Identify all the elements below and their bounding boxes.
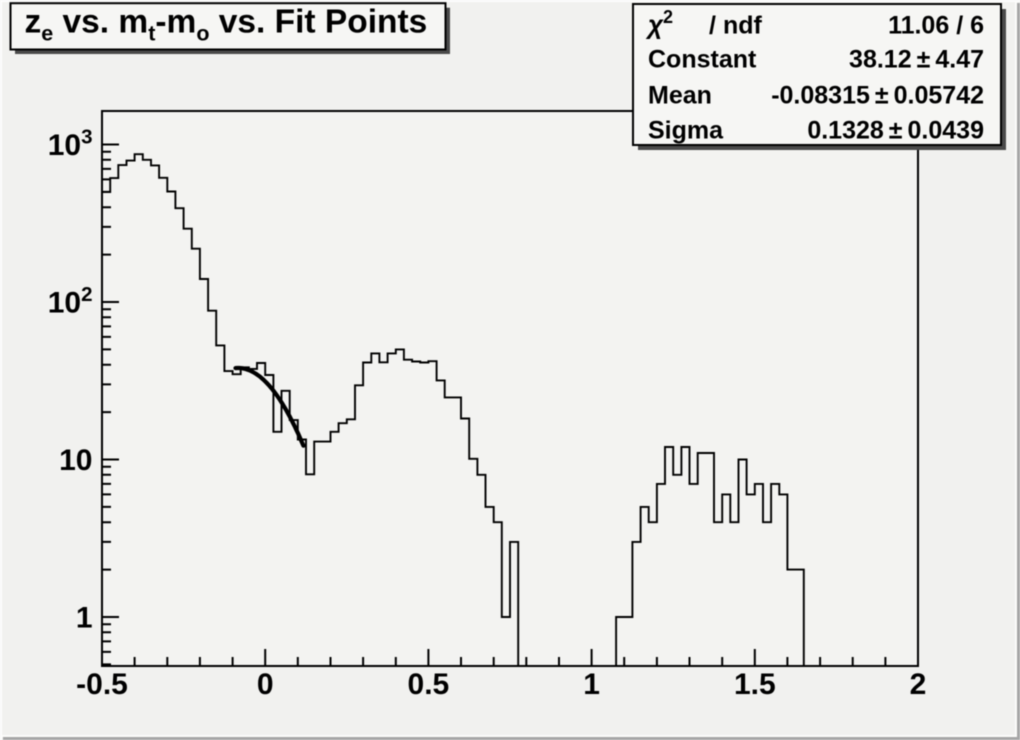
svg-text:Sigma: Sigma [648,117,724,145]
svg-text:11.06 / 6: 11.06 / 6 [888,12,984,40]
svg-text:Constant: Constant [648,46,757,74]
svg-text:1: 1 [583,668,600,701]
svg-text:0.1328 ± 0.0439: 0.1328 ± 0.0439 [807,117,984,145]
svg-text:0.5: 0.5 [408,668,450,701]
svg-text:0: 0 [257,668,274,701]
svg-text:103: 103 [48,126,93,163]
svg-text:38.12 ± 4.47: 38.12 ± 4.47 [849,46,984,74]
svg-text:1: 1 [76,602,93,635]
svg-text:10: 10 [59,444,92,477]
svg-text:χ2/ ndf: χ2/ ndf [645,7,762,40]
svg-text:2: 2 [910,668,927,701]
svg-text:-0.08315 ± 0.05742: -0.08315 ± 0.05742 [771,82,984,110]
svg-text:Mean: Mean [648,82,712,110]
svg-text:1.5: 1.5 [734,668,776,701]
svg-text:ze vs. mt-mo vs. Fit Points: ze vs. mt-mo vs. Fit Points [25,4,428,46]
svg-text:-0.5: -0.5 [76,668,128,701]
